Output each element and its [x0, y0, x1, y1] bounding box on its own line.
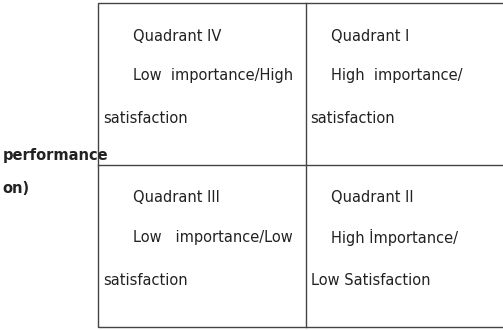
Text: Quadrant IV: Quadrant IV — [133, 29, 222, 44]
Bar — [98, 3, 503, 327]
Text: satisfaction: satisfaction — [103, 273, 188, 288]
Text: on): on) — [3, 181, 30, 196]
Text: Low Satisfaction: Low Satisfaction — [310, 273, 430, 288]
Text: Low  importance/High: Low importance/High — [133, 68, 293, 83]
Text: Quadrant II: Quadrant II — [330, 190, 413, 206]
Text: satisfaction: satisfaction — [103, 111, 188, 126]
Text: satisfaction: satisfaction — [310, 111, 395, 126]
Text: Low   importance/Low: Low importance/Low — [133, 230, 293, 245]
Text: Quadrant I: Quadrant I — [330, 29, 409, 44]
Text: High İmportance/: High İmportance/ — [330, 229, 458, 246]
Text: High  importance/: High importance/ — [330, 68, 462, 83]
Text: Quadrant III: Quadrant III — [133, 190, 220, 206]
Text: performance: performance — [3, 148, 108, 163]
